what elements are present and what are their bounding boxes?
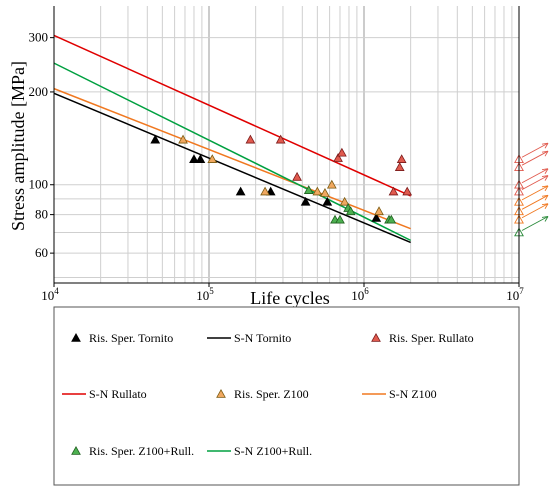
data-point	[386, 214, 397, 224]
runout-arrow	[521, 216, 549, 231]
runout-arrow	[521, 168, 549, 184]
runout-arrowhead	[541, 150, 549, 153]
legend-label: Ris. Sper. Tornito	[89, 331, 173, 345]
y-tick-label: 100	[29, 177, 49, 192]
data-point	[337, 147, 347, 157]
legend-swatch-marker	[216, 388, 226, 398]
y-tick-label: 200	[29, 84, 49, 99]
y-tick-label: 60	[35, 245, 48, 260]
data-point	[339, 196, 350, 206]
legend-label: Ris. Sper. Rullato	[389, 331, 474, 345]
data-point	[320, 187, 330, 197]
runout-arrowhead	[544, 203, 549, 209]
data-point	[207, 154, 218, 163]
runout-arrowhead	[541, 203, 549, 206]
data-point	[195, 154, 206, 163]
series-line-1	[53, 92, 411, 244]
legend-swatch-marker	[371, 332, 381, 342]
data-point	[371, 212, 382, 222]
x-tick-label: 105	[196, 286, 214, 303]
data-point	[402, 186, 413, 196]
runout-arrow	[521, 150, 549, 166]
data-point	[396, 154, 407, 163]
y-tick-label: 80	[35, 207, 48, 222]
y-tick-label: 300	[29, 30, 49, 45]
data-point	[322, 196, 333, 206]
data-point	[275, 134, 286, 144]
legend-box	[53, 306, 520, 486]
y-tick-labels: 60 80 100 200 300	[29, 30, 49, 260]
x-tick-label: 106	[351, 286, 369, 303]
data-point	[394, 162, 405, 171]
y-axis-label: Stress amplitude [MPa]	[8, 61, 28, 231]
legend-swatch-marker	[71, 445, 81, 455]
runout-arrowhead	[541, 142, 549, 145]
legend-swatch-marker	[71, 332, 81, 342]
runout-arrowhead	[544, 195, 549, 201]
runout-arrowhead	[541, 194, 549, 197]
data-point	[345, 206, 356, 216]
data-point	[374, 206, 384, 216]
series-line-5	[53, 87, 411, 230]
legend-label: S-N Rullato	[89, 387, 147, 401]
data-point	[150, 134, 161, 144]
x-axis-label: Life cycles	[250, 288, 329, 308]
runout-arrowhead	[544, 185, 549, 192]
legend-label: S-N Tornito	[234, 331, 291, 345]
runout-arrowhead	[541, 168, 549, 171]
series-line-3	[53, 34, 411, 197]
data-point	[292, 171, 302, 181]
data-point	[300, 196, 311, 206]
data-point	[235, 186, 246, 196]
data-point	[245, 134, 256, 144]
data-point	[260, 186, 270, 196]
data-point	[178, 134, 188, 144]
data-point	[388, 186, 399, 196]
legend-label: S-N Z100	[389, 387, 437, 401]
runout-arrowhead	[544, 150, 549, 157]
legend-label: Ris. Sper. Z100	[234, 387, 309, 401]
series-points	[150, 134, 413, 224]
legend-label: S-N Z100+Rull.	[234, 444, 312, 458]
runout-arrow	[521, 194, 549, 210]
data-point	[326, 179, 337, 189]
runout-arrowhead	[544, 216, 549, 222]
data-point	[189, 154, 199, 163]
runout-arrowhead	[544, 168, 549, 174]
data-point	[335, 214, 345, 224]
runout-arrowhead	[541, 175, 549, 178]
data-point	[333, 153, 343, 162]
x-tick-label: 107	[506, 286, 524, 303]
runout-arrow	[521, 142, 549, 158]
data-point	[303, 185, 314, 194]
legend-label: Ris. Sper. Z100+Rull.	[89, 444, 194, 458]
runout-arrow	[521, 203, 549, 219]
runout-arrows	[514, 142, 549, 237]
runout-arrow	[521, 185, 549, 201]
x-tick-label: 104	[41, 286, 59, 303]
runout-arrowhead	[541, 216, 549, 218]
runout-arrowhead	[541, 185, 549, 188]
runout-arrow	[521, 175, 549, 190]
grid	[53, 6, 519, 283]
data-point	[312, 186, 323, 196]
legend: Ris. Sper. Tornito S-N Tornito Ris. Sper. …	[53, 306, 520, 486]
runout-arrowhead	[544, 142, 549, 149]
x-tick-labels: 104 105 106 107	[41, 286, 524, 303]
axes	[50, 6, 520, 287]
runout-arrowhead	[544, 175, 549, 181]
